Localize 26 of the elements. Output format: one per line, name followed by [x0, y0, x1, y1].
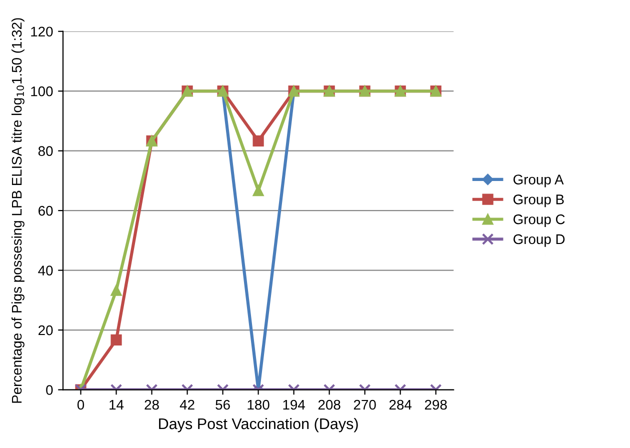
x-tick-label: 194: [283, 400, 305, 410]
y-tick-label: 40: [38, 266, 53, 276]
y-axis-title: Percentage of Pigs possesing LPB ELISA titre log$_{10}$1.50 (1:32): [11, 18, 24, 403]
x-tick-label: 14: [110, 400, 124, 410]
x-tick-label: 208: [318, 400, 340, 410]
y-tick-label: 20: [38, 325, 53, 336]
x-tick-label: 180: [248, 400, 270, 410]
x-tick-label: 0: [77, 400, 84, 410]
point: [252, 135, 264, 147]
x-tick-label: 284: [389, 400, 412, 410]
y-tick-label: 80: [38, 146, 53, 156]
y-tick-label: 0: [46, 385, 53, 395]
x-tick-label: 28: [144, 400, 159, 410]
x-tick-label: 42: [180, 400, 194, 410]
x-tick-label: 56: [216, 400, 230, 410]
y-tick-label: 60: [38, 206, 53, 216]
x-axis-title: Days Post Vaccination (Days): [159, 418, 358, 432]
legend-label: Group B: [514, 194, 564, 208]
legend-label: Group A: [514, 174, 564, 188]
x-tick-label: 298: [424, 400, 447, 410]
legend-label: Group D: [514, 234, 565, 247]
point: [252, 184, 264, 196]
x-tick-label: 270: [354, 400, 376, 410]
y-tick-label: 100: [31, 86, 53, 96]
legend-label: Group C: [514, 214, 565, 227]
y-tick-label: 120: [31, 26, 53, 37]
